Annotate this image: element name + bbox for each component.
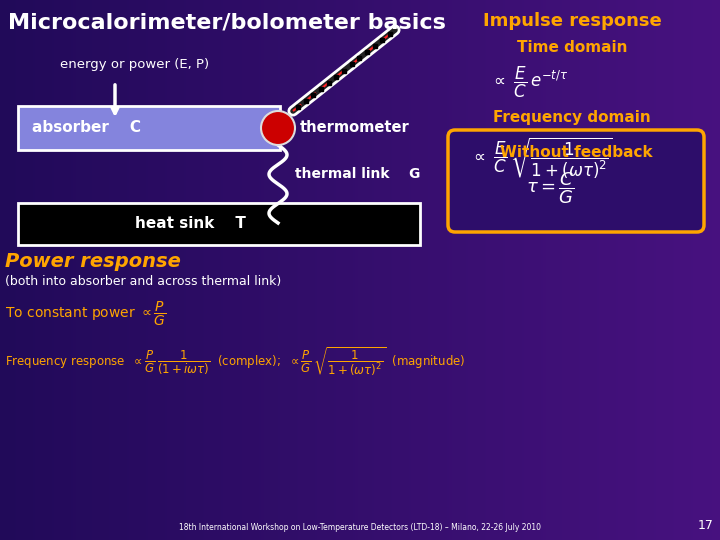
Text: (both into absorber and across thermal link): (both into absorber and across thermal l…	[5, 275, 282, 288]
Text: 17: 17	[698, 519, 714, 532]
Text: Frequency domain: Frequency domain	[493, 110, 651, 125]
FancyBboxPatch shape	[448, 130, 704, 232]
Text: To constant power $\propto\dfrac{P}{G}$: To constant power $\propto\dfrac{P}{G}$	[5, 300, 166, 328]
Text: Impulse response: Impulse response	[482, 12, 662, 30]
Text: thermometer: thermometer	[300, 120, 410, 136]
Text: energy or power (E, P): energy or power (E, P)	[60, 58, 209, 71]
Text: Microcalorimeter/bolometer basics: Microcalorimeter/bolometer basics	[8, 12, 446, 32]
Text: absorber    C: absorber C	[32, 120, 141, 136]
Text: Power response: Power response	[5, 252, 181, 271]
Bar	[18, 106, 280, 150]
Text: thermal link    G: thermal link G	[295, 167, 420, 181]
Text: 18th International Workshop on Low-Temperature Detectors (LTD-18) – Milano, 22-2: 18th International Workshop on Low-Tempe…	[179, 523, 541, 532]
Text: Without feedback: Without feedback	[500, 145, 652, 160]
Text: heat sink    T: heat sink T	[135, 217, 246, 232]
Bar	[18, 203, 420, 245]
Text: Time domain: Time domain	[517, 40, 627, 55]
Text: $\propto\ \dfrac{E}{C}\,\sqrt{\dfrac{1}{1+(\omega\tau)^2}}$: $\propto\ \dfrac{E}{C}\,\sqrt{\dfrac{1}{…	[470, 135, 613, 181]
Text: $\propto\ \dfrac{E}{C}\,e^{-t/\tau}$: $\propto\ \dfrac{E}{C}\,e^{-t/\tau}$	[490, 65, 569, 100]
Text: $\tau = \dfrac{C}{G}$: $\tau = \dfrac{C}{G}$	[526, 170, 575, 206]
Circle shape	[261, 111, 295, 145]
Text: Frequency response  $\propto\dfrac{P}{G}\,\dfrac{1}{(1+i\omega\tau)}$  (complex): Frequency response $\propto\dfrac{P}{G}\…	[5, 345, 465, 377]
